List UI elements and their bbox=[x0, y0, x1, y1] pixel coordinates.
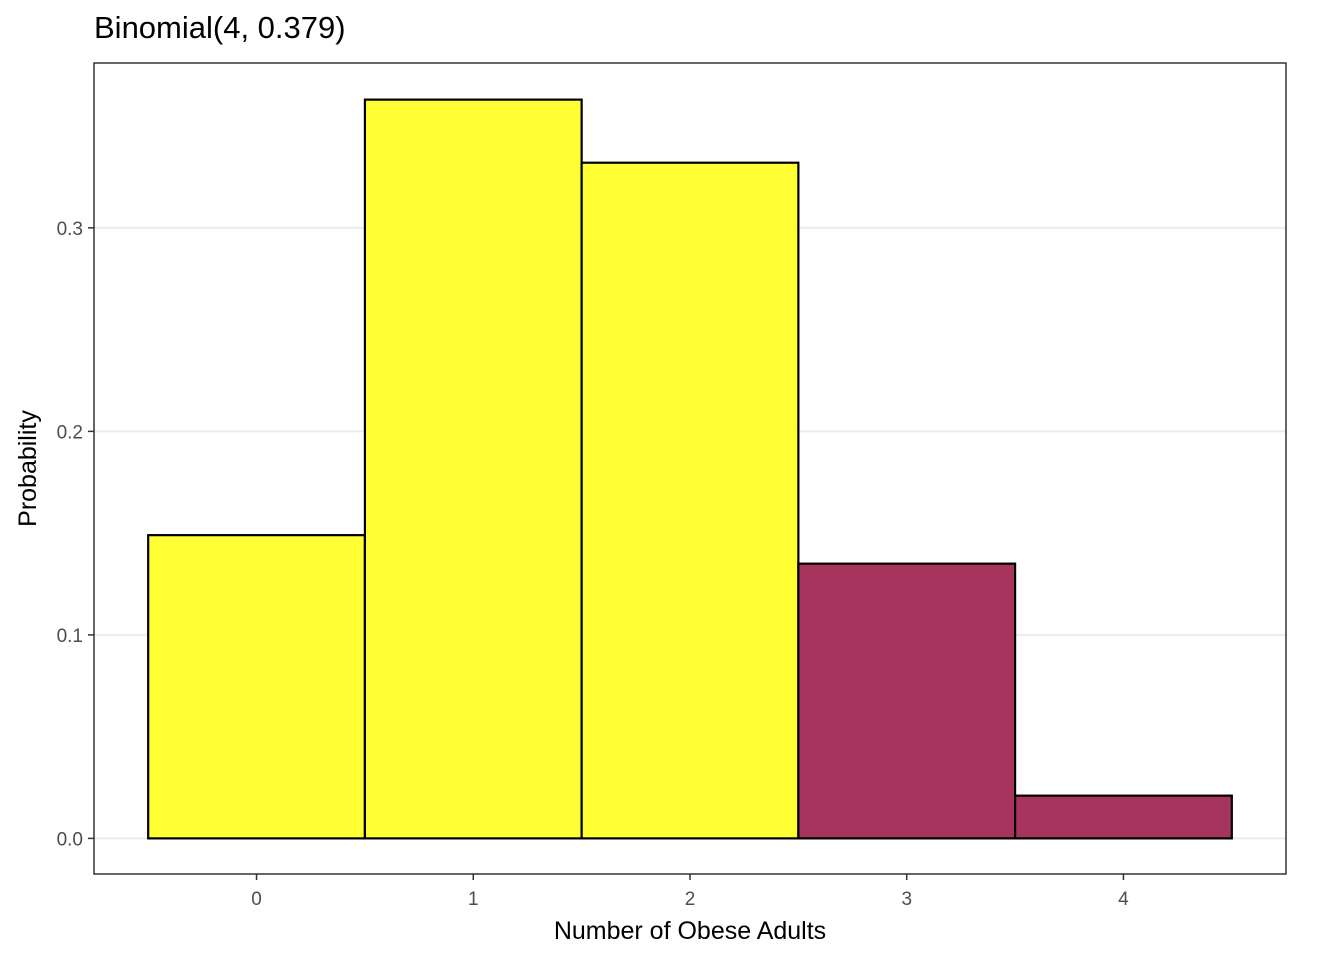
y-axis: 0.0 0.1 0.2 0.3 bbox=[57, 219, 94, 850]
bar-4 bbox=[1013, 794, 1233, 840]
bar-3 bbox=[797, 562, 1017, 840]
y-axis-title: Probability bbox=[14, 410, 42, 527]
bar-0 bbox=[147, 534, 367, 840]
bars bbox=[147, 98, 1233, 840]
y-tick-label-0: 0.0 bbox=[57, 829, 83, 850]
x-axis: 0 1 2 3 4 bbox=[251, 874, 1129, 910]
x-tick-label-1: 1 bbox=[468, 889, 479, 910]
x-tick-label-2: 2 bbox=[685, 889, 696, 910]
y-tick-label-1: 0.1 bbox=[57, 626, 83, 647]
bar-2 bbox=[580, 161, 800, 840]
x-tick-label-4: 4 bbox=[1118, 889, 1129, 910]
x-tick-label-0: 0 bbox=[251, 889, 262, 910]
y-tick-label-2: 0.2 bbox=[57, 422, 83, 443]
x-axis-title: Number of Obese Adults bbox=[554, 917, 826, 945]
chart-title: Binomial(4, 0.379) bbox=[94, 10, 346, 45]
y-tick-label-3: 0.3 bbox=[57, 219, 83, 240]
x-tick-label-3: 3 bbox=[901, 889, 912, 910]
bar-1 bbox=[363, 98, 583, 840]
